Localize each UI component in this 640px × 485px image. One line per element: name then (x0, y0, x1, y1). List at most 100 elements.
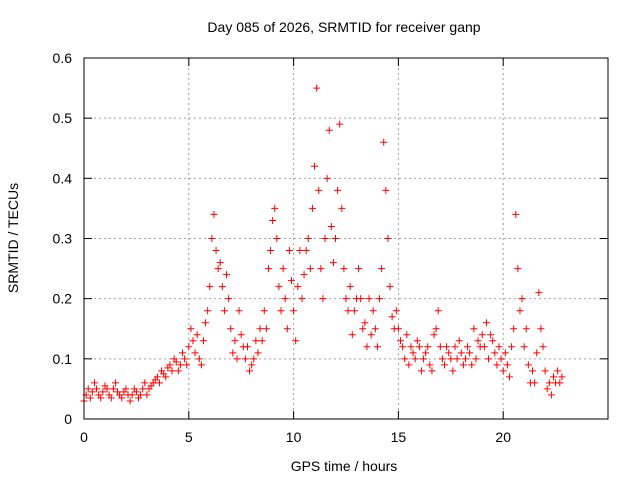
data-point (348, 331, 356, 339)
data-point (432, 325, 440, 333)
y-tick-label: 0.2 (53, 291, 73, 307)
data-point (459, 361, 467, 369)
data-point (103, 385, 111, 393)
data-point (399, 343, 407, 351)
data-point (338, 204, 346, 212)
data-point (166, 361, 174, 369)
data-point (250, 355, 258, 363)
data-point (493, 361, 501, 369)
data-point (235, 307, 243, 315)
data-point (141, 379, 149, 387)
data-point (535, 289, 543, 297)
data-point (300, 271, 308, 279)
data-point (485, 355, 493, 363)
data-point (468, 361, 476, 369)
data-point (531, 379, 539, 387)
data-point (491, 349, 499, 357)
data-point (505, 373, 513, 381)
data-point (93, 385, 101, 393)
data-point (262, 325, 270, 333)
data-point (241, 355, 249, 363)
data-point (524, 361, 532, 369)
data-point (187, 325, 195, 333)
data-point (296, 247, 304, 255)
data-point (497, 355, 505, 363)
data-point (453, 355, 461, 363)
data-point (302, 247, 310, 255)
data-point (533, 349, 541, 357)
data-point (550, 373, 558, 381)
data-point (547, 391, 555, 399)
data-point (403, 331, 411, 339)
data-point (319, 295, 327, 303)
data-point (199, 337, 207, 345)
data-point (313, 84, 321, 92)
data-point (461, 355, 469, 363)
data-point (478, 331, 486, 339)
y-tick-label: 0.1 (53, 351, 73, 367)
data-point (344, 307, 352, 315)
data-point (438, 355, 446, 363)
data-point (139, 385, 147, 393)
data-point (514, 265, 522, 273)
y-tick-label: 0.6 (53, 50, 73, 66)
data-point (556, 379, 564, 387)
x-tick-label: 5 (185, 429, 193, 445)
x-tick-label: 15 (391, 429, 407, 445)
data-point (126, 397, 134, 405)
data-point (417, 367, 425, 375)
data-point (210, 210, 218, 218)
data-point (220, 307, 228, 315)
data-point (520, 343, 528, 351)
data-point (325, 126, 333, 134)
data-point (405, 361, 413, 369)
data-point (445, 349, 453, 357)
y-tick-label: 0.3 (53, 231, 73, 247)
data-point (401, 355, 409, 363)
data-point (340, 265, 348, 273)
data-point (269, 216, 277, 224)
data-point (428, 367, 436, 375)
data-point (441, 361, 449, 369)
data-point (172, 358, 180, 366)
x-tick-label: 0 (80, 429, 88, 445)
data-point (334, 186, 342, 194)
data-point (323, 174, 331, 182)
data-point (426, 361, 434, 369)
data-point (346, 283, 354, 291)
data-point (277, 307, 285, 315)
chart-title: Day 085 of 2026, SRMTID for receiver gan… (207, 19, 480, 35)
data-point (227, 325, 235, 333)
data-point (376, 295, 384, 303)
data-point (162, 373, 170, 381)
data-point (216, 259, 224, 267)
data-point (174, 367, 182, 375)
data-point (298, 295, 306, 303)
data-point (111, 379, 119, 387)
data-point (132, 388, 140, 396)
data-point (256, 325, 264, 333)
data-point (512, 210, 520, 218)
data-point (327, 222, 335, 230)
data-point (543, 385, 551, 393)
data-point (388, 313, 396, 321)
data-point (321, 235, 329, 242)
data-point (457, 349, 465, 357)
data-point (447, 355, 455, 363)
y-axis-label: SRMTID / TECUs (5, 183, 21, 293)
data-point (482, 319, 490, 327)
data-point (537, 325, 545, 333)
data-point (554, 367, 562, 375)
data-point (306, 265, 314, 273)
data-point (181, 355, 189, 363)
data-point (248, 361, 256, 369)
axis-ticks: 0 0.1 0.2 0.3 0.4 0.5 0.6 0 5 10 15 20 (53, 50, 608, 445)
data-point (308, 204, 316, 212)
data-point (449, 367, 457, 375)
data-point (191, 349, 199, 357)
data-point (143, 391, 151, 399)
data-point (88, 388, 96, 396)
data-point (455, 337, 463, 345)
data-point (487, 331, 495, 339)
data-point (336, 120, 344, 128)
